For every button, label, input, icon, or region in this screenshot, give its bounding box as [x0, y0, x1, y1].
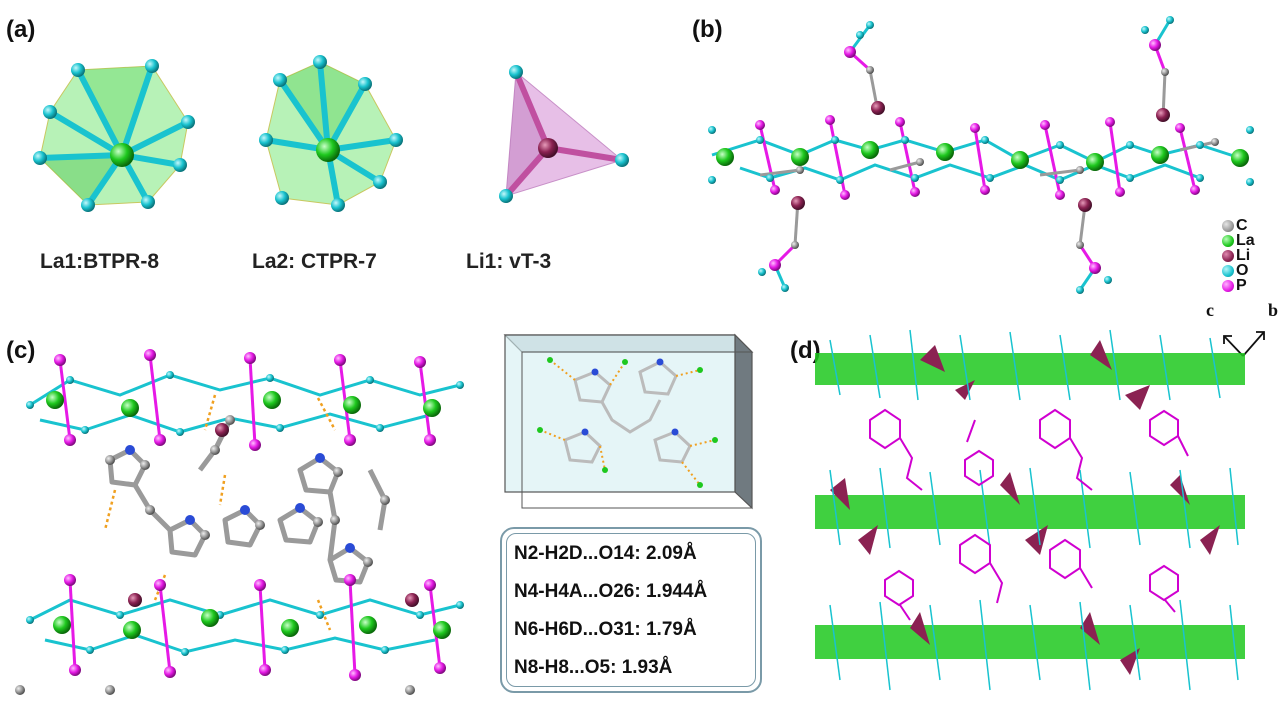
chain-structure [708, 16, 1254, 294]
polyhedron-label-li1: Li1: vT-3 [466, 250, 552, 273]
legend-label-c: C [1236, 217, 1248, 234]
panel-label-c: (c) [6, 337, 36, 364]
organic-cations [869, 408, 1189, 621]
polyhedron-la1 [33, 59, 195, 212]
axis-indicator [1223, 331, 1265, 357]
unit-cell-box [503, 333, 754, 510]
legend-swatch-la [1222, 234, 1234, 247]
legend-label-o: O [1236, 262, 1249, 279]
layered-packing [815, 329, 1245, 691]
hbond-distance-box: N2-H2D...O14: 2.09Å N4-H4A...O26: 1.944Å… [500, 527, 762, 693]
legend-entry-la: La [1222, 232, 1255, 249]
hbond-line-3: N6-H6D...O31: 1.79Å [514, 619, 697, 640]
hbond-line-2: N4-H4A...O26: 1.944Å [514, 581, 708, 602]
polyhedron-label-la1: La1:BTPR-8 [40, 250, 160, 273]
hbond-line-1: N2-H2D...O14: 2.09Å [514, 543, 697, 564]
inorganic-layer-top [815, 329, 1245, 410]
axis-label-c: c [1206, 300, 1214, 320]
inorganic-layer-middle [815, 467, 1245, 555]
legend-entry-c: C [1222, 217, 1255, 234]
legend-label-li: Li [1236, 247, 1251, 264]
legend-entry-o: O [1222, 262, 1255, 279]
legend-label-la: La [1236, 232, 1255, 249]
packing-structure [15, 349, 464, 695]
hbond-line-4: N8-H8...O5: 1.93Å [514, 657, 673, 678]
legend-entry-li: Li [1222, 247, 1255, 264]
legend-swatch-o [1222, 264, 1234, 277]
legend-swatch-li [1222, 249, 1234, 262]
inorganic-layer-bottom [815, 599, 1245, 691]
axis-label-b: b [1268, 300, 1279, 320]
polyhedron-li1 [499, 65, 629, 203]
legend-swatch-c [1222, 219, 1234, 232]
polyhedron-label-la2: La2: CTPR-7 [252, 250, 377, 273]
legend-swatch-p [1222, 279, 1234, 292]
legend-entry-p: P [1222, 277, 1255, 294]
element-legend: C La Li O P [1222, 217, 1255, 294]
polyhedron-la2 [259, 55, 403, 212]
legend-label-p: P [1236, 277, 1247, 294]
panel-label-a: (a) [6, 16, 36, 43]
panel-label-b: (b) [692, 16, 723, 43]
hbond-box-inner-border [506, 533, 756, 687]
